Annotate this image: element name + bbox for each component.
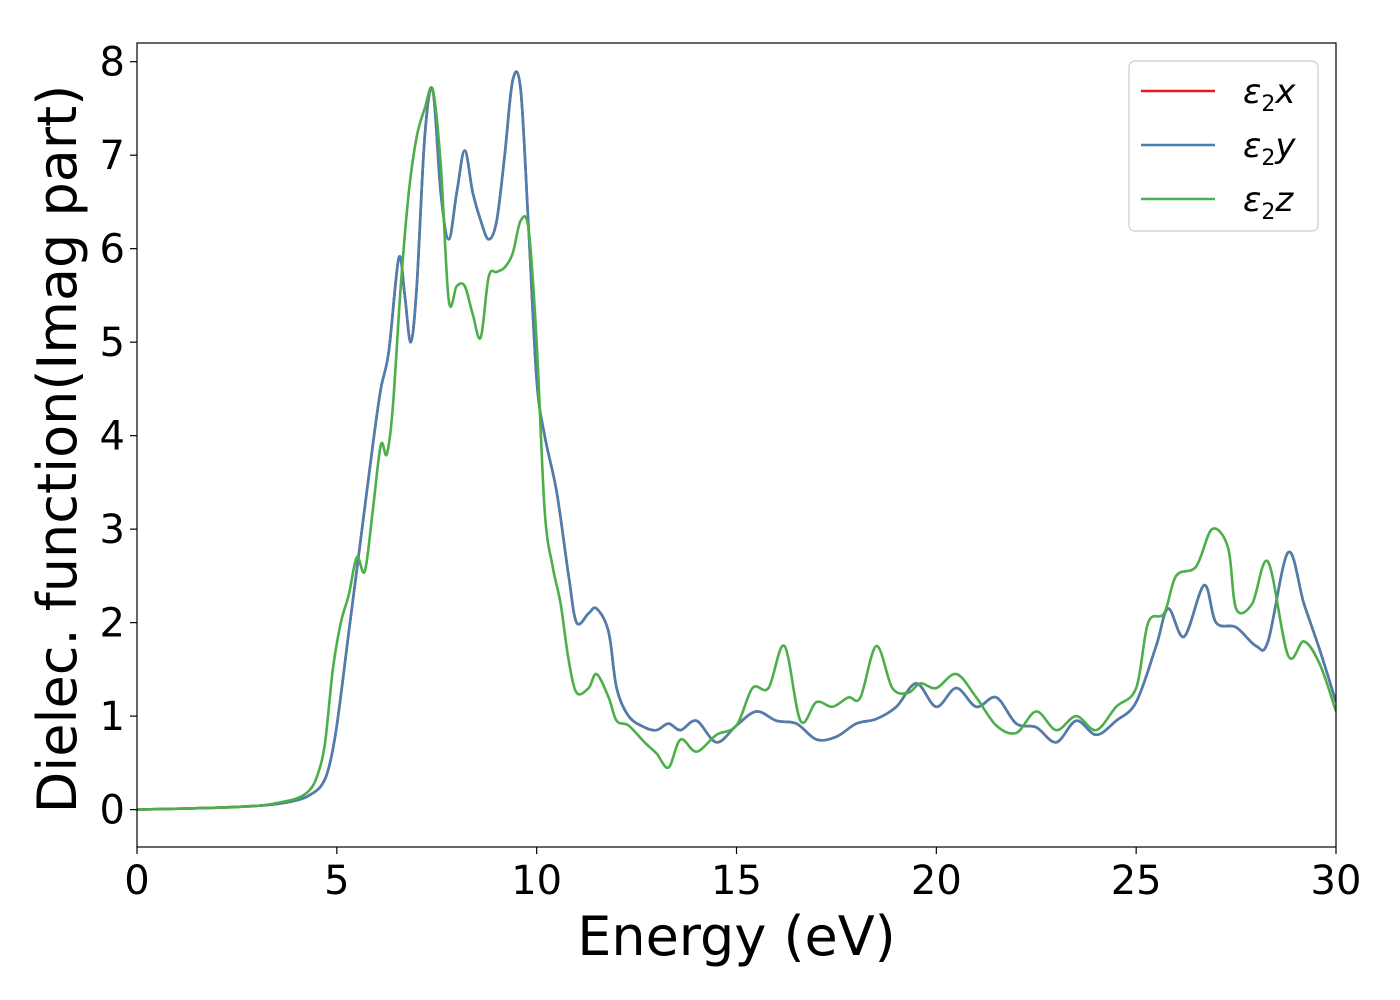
y-tick-label: 2 xyxy=(100,601,125,647)
legend-label-z: ε2z xyxy=(1243,180,1294,225)
legend: ε2x ε2y ε2z xyxy=(1128,60,1319,232)
y-tick-label: 1 xyxy=(100,694,125,740)
series-line-z xyxy=(137,86,1336,811)
x-ticks: 0 5 10 15 20 25 30 xyxy=(124,847,1361,904)
y-tick-label: 6 xyxy=(100,227,125,273)
x-tick-label: 25 xyxy=(1111,858,1162,904)
y-tick-label: 3 xyxy=(100,507,125,553)
x-tick-label: 15 xyxy=(711,858,762,904)
y-tick-label: 0 xyxy=(100,788,125,834)
x-tick-label: 20 xyxy=(911,858,962,904)
legend-label-y: ε2y xyxy=(1243,126,1296,171)
legend-label-x: ε2x xyxy=(1243,72,1296,117)
legend-box xyxy=(1128,60,1319,232)
y-ticks: 0 1 2 3 4 5 6 7 8 xyxy=(100,40,137,834)
x-axis-title: Energy (eV) xyxy=(577,905,896,968)
series-line-y xyxy=(137,70,1336,811)
x-tick-label: 30 xyxy=(1311,858,1362,904)
x-tick-label: 0 xyxy=(124,858,149,904)
x-tick-label: 5 xyxy=(324,858,349,904)
y-tick-label: 5 xyxy=(100,320,125,366)
y-tick-label: 7 xyxy=(100,133,125,179)
y-axis-title: Dielec. function(Imag part) xyxy=(26,85,89,814)
series-layer xyxy=(137,70,1336,811)
x-tick-label: 10 xyxy=(511,858,562,904)
y-tick-label: 8 xyxy=(100,40,125,86)
y-tick-label: 4 xyxy=(100,414,125,460)
